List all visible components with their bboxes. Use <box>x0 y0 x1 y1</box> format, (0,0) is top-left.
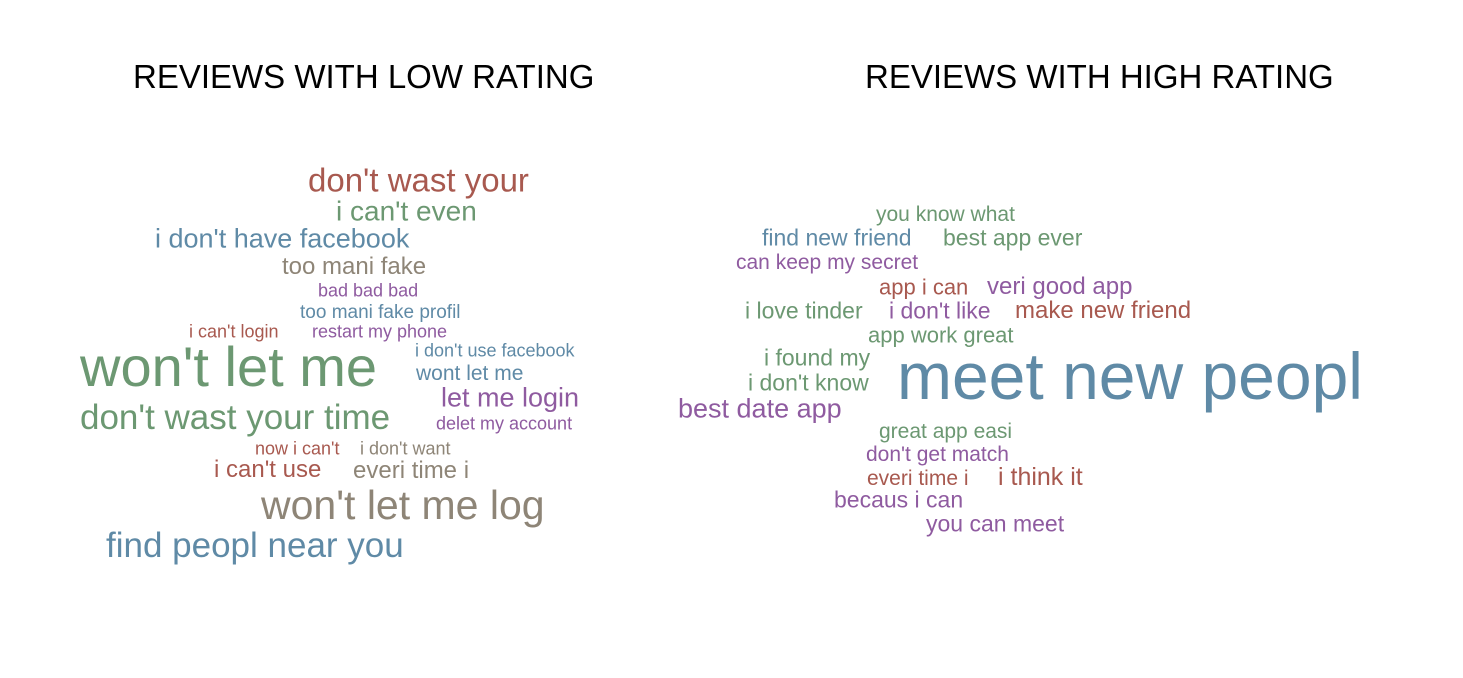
cloud-word: wont let me <box>416 362 524 386</box>
cloud-word: i love tinder <box>745 297 863 324</box>
cloud-word: let me login <box>441 382 580 413</box>
cloud-word: delet my account <box>436 413 573 434</box>
cloud-word: won't let me <box>80 335 378 399</box>
cloud-word: i think it <box>998 463 1083 491</box>
cloud-word: i don't know <box>748 369 869 396</box>
cloud-word: you can meet <box>926 510 1065 537</box>
cloud-word: don't wast your time <box>80 398 391 437</box>
cloud-word: i don't like <box>889 297 991 324</box>
cloud-word: i don't want <box>360 438 451 459</box>
cloud-word: too mani fake <box>282 252 427 280</box>
cloud-word: meet new peopl <box>897 339 1363 414</box>
cloud-word: won't let me log <box>261 482 545 529</box>
cloud-word: don't get match <box>866 443 1009 467</box>
cloud-word: i don't have facebook <box>155 223 410 254</box>
cloud-word: everi time i <box>867 467 969 491</box>
high-rating-title: REVIEWS WITH HIGH RATING <box>865 58 1334 95</box>
cloud-word: i can't login <box>189 321 279 342</box>
cloud-word: you know what <box>876 203 1015 227</box>
cloud-word: bad bad bad <box>318 280 419 301</box>
cloud-word: becaus i can <box>834 486 964 513</box>
cloud-word: app i can <box>879 274 969 300</box>
cloud-word: restart my phone <box>312 321 448 342</box>
low-rating-title: REVIEWS WITH LOW RATING <box>133 58 595 95</box>
cloud-word: find new friend <box>762 224 912 251</box>
cloud-word: i don't use facebook <box>415 340 575 361</box>
cloud-word: great app easi <box>879 420 1013 444</box>
cloud-word: app work great <box>868 322 1014 348</box>
cloud-word: can keep my secret <box>736 251 919 275</box>
cloud-word: i can't even <box>336 195 477 227</box>
cloud-word: don't wast your <box>308 161 529 199</box>
cloud-word: now i can't <box>255 438 340 459</box>
cloud-word: i can't use <box>214 455 322 483</box>
cloud-word: veri good app <box>987 272 1133 300</box>
cloud-word: make new friend <box>1015 296 1192 324</box>
cloud-word: too mani fake profil <box>300 301 461 323</box>
cloud-word: find peopl near you <box>106 526 404 565</box>
cloud-word: best app ever <box>943 224 1083 251</box>
cloud-word: i found my <box>764 344 871 371</box>
cloud-word: everi time i <box>353 456 470 484</box>
cloud-word: best date app <box>678 393 842 424</box>
